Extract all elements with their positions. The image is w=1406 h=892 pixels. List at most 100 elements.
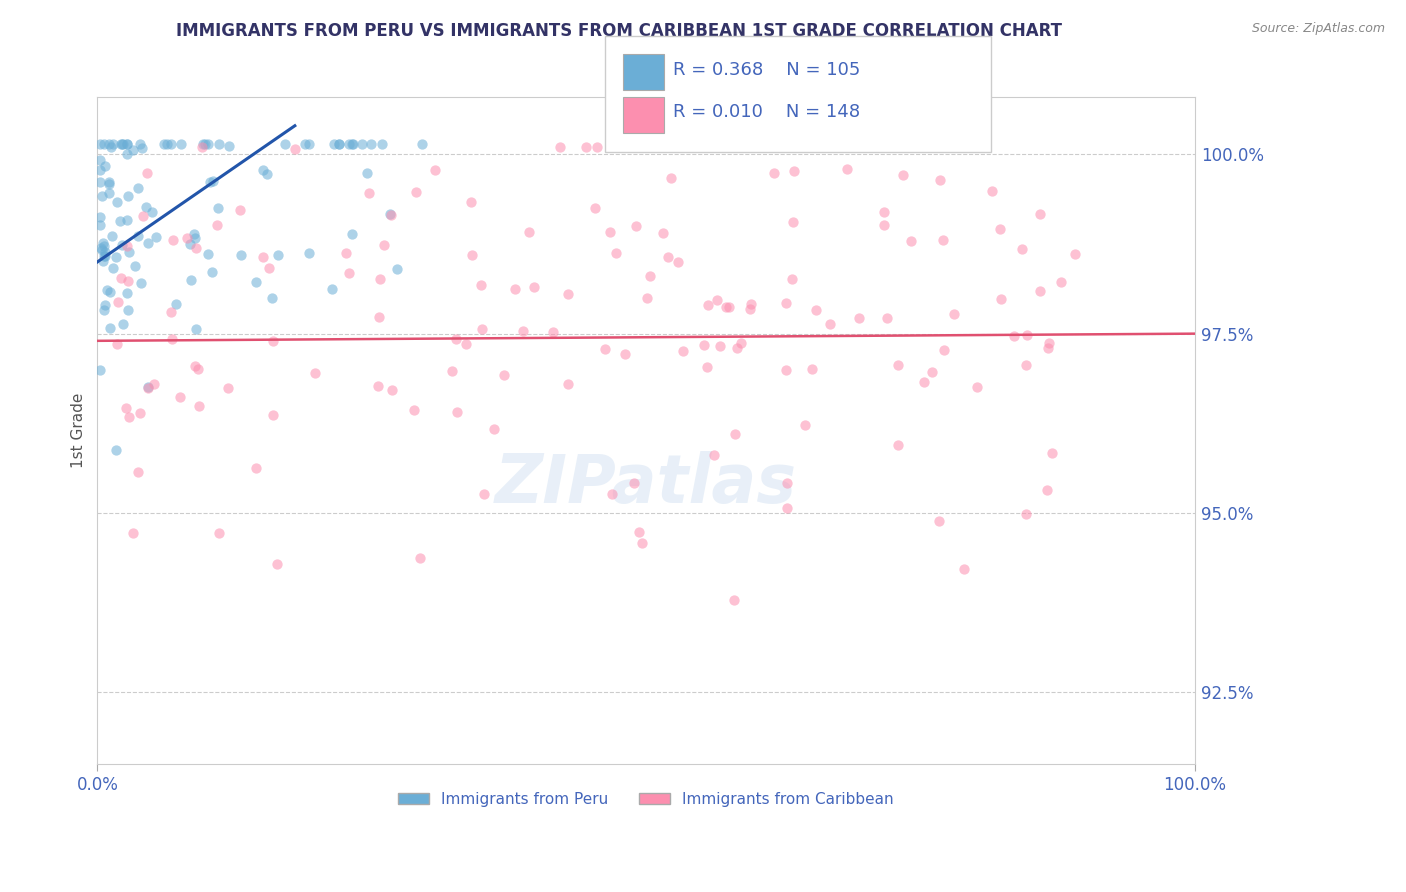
Point [411, 136, 433, 151]
Point [929, 173, 952, 187]
Point [127, 465, 149, 479]
Point [352, 136, 374, 151]
Point [716, 300, 738, 314]
Point [1029, 207, 1052, 221]
Point [659, 171, 682, 186]
Point [93, 239, 115, 253]
Point [815, 140, 838, 154]
Point [1015, 507, 1038, 521]
Point [267, 248, 290, 262]
Point [117, 147, 139, 161]
Point [1050, 275, 1073, 289]
Point [709, 339, 731, 353]
Point [89, 210, 111, 224]
Point [342, 136, 364, 151]
Point [90, 188, 112, 202]
Point [512, 324, 534, 338]
Point [97, 186, 120, 201]
Point [599, 226, 621, 240]
Point [657, 250, 679, 264]
Point [121, 525, 143, 540]
Point [117, 303, 139, 318]
Point [256, 167, 278, 181]
Point [108, 214, 131, 228]
Point [201, 174, 224, 188]
Point [381, 383, 404, 397]
Point [1028, 285, 1050, 299]
Point [208, 525, 231, 540]
Point [179, 237, 201, 252]
Point [131, 141, 153, 155]
Point [169, 390, 191, 404]
Point [775, 363, 797, 377]
Point [98, 175, 121, 189]
Point [876, 310, 898, 325]
Point [91, 235, 114, 250]
Point [245, 275, 267, 289]
Point [89, 175, 111, 189]
Point [100, 140, 122, 154]
Point [260, 291, 283, 305]
Point [636, 291, 658, 305]
Point [900, 234, 922, 248]
Point [887, 358, 910, 372]
Point [557, 287, 579, 301]
Point [328, 136, 350, 151]
Point [1015, 358, 1038, 372]
Text: R = 0.010    N = 148: R = 0.010 N = 148 [673, 103, 860, 121]
Point [117, 245, 139, 260]
Point [624, 219, 647, 234]
Point [776, 476, 799, 491]
Point [191, 140, 214, 154]
Point [298, 245, 321, 260]
Point [441, 364, 464, 378]
Point [136, 167, 159, 181]
Point [613, 347, 636, 361]
Point [801, 361, 824, 376]
Point [980, 185, 1002, 199]
Point [583, 202, 606, 216]
Point [184, 231, 207, 245]
Point [342, 227, 364, 241]
Point [93, 249, 115, 263]
Point [184, 359, 207, 373]
Point [110, 271, 132, 285]
Point [208, 136, 231, 151]
Point [252, 163, 274, 178]
Point [928, 515, 950, 529]
Point [966, 380, 988, 394]
Point [217, 381, 239, 395]
Point [651, 226, 673, 240]
Point [482, 422, 505, 436]
Point [337, 136, 360, 151]
Point [357, 186, 380, 200]
Point [218, 138, 240, 153]
Point [129, 276, 152, 290]
Point [156, 136, 179, 151]
Point [105, 337, 128, 351]
Point [118, 409, 141, 424]
Point [145, 230, 167, 244]
Text: R = 0.368    N = 105: R = 0.368 N = 105 [673, 61, 860, 78]
Point [380, 208, 402, 222]
Point [990, 293, 1012, 307]
Legend: Immigrants from Peru, Immigrants from Caribbean: Immigrants from Peru, Immigrants from Ca… [392, 786, 900, 813]
Point [205, 219, 228, 233]
Point [266, 558, 288, 572]
Point [93, 298, 115, 312]
Point [371, 136, 394, 151]
Point [873, 219, 896, 233]
Point [176, 231, 198, 245]
Point [356, 166, 378, 180]
Point [1002, 329, 1025, 343]
Point [107, 294, 129, 309]
Point [98, 321, 121, 335]
Point [180, 273, 202, 287]
Point [98, 136, 121, 151]
Point [115, 136, 138, 151]
Point [101, 229, 124, 244]
Point [93, 245, 115, 260]
Point [187, 399, 209, 413]
Point [740, 297, 762, 311]
Point [782, 215, 804, 229]
